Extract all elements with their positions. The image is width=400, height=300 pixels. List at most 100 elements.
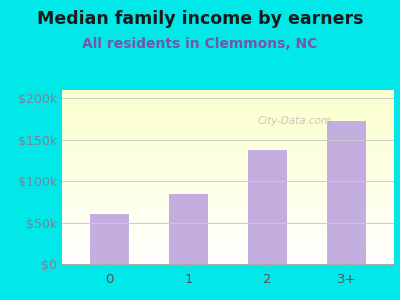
Bar bbox=[62, 173, 394, 174]
Bar bbox=[62, 180, 394, 181]
Bar bbox=[62, 237, 394, 238]
Bar bbox=[62, 244, 394, 245]
Bar bbox=[62, 235, 394, 236]
Bar bbox=[62, 113, 394, 114]
Bar bbox=[62, 97, 394, 98]
Bar bbox=[62, 215, 394, 216]
Bar bbox=[62, 148, 394, 149]
Bar bbox=[62, 149, 394, 150]
Bar bbox=[62, 123, 394, 124]
Bar bbox=[62, 211, 394, 212]
Bar bbox=[62, 169, 394, 170]
Bar bbox=[62, 174, 394, 175]
Bar bbox=[62, 182, 394, 183]
Bar bbox=[62, 254, 394, 255]
Bar bbox=[62, 110, 394, 111]
Bar bbox=[62, 94, 394, 95]
Bar bbox=[62, 223, 394, 224]
Bar bbox=[62, 186, 394, 187]
Bar bbox=[62, 143, 394, 144]
Bar bbox=[62, 209, 394, 210]
Bar bbox=[62, 165, 394, 166]
Bar bbox=[62, 99, 394, 100]
Bar bbox=[62, 243, 394, 244]
Bar bbox=[62, 225, 394, 226]
Text: City-Data.com: City-Data.com bbox=[257, 116, 332, 126]
Bar bbox=[62, 122, 394, 123]
Bar bbox=[62, 102, 394, 103]
Bar bbox=[62, 132, 394, 133]
Bar bbox=[62, 232, 394, 233]
Bar bbox=[62, 156, 394, 157]
Bar bbox=[62, 206, 394, 207]
Bar bbox=[62, 247, 394, 248]
Bar bbox=[62, 224, 394, 225]
Bar bbox=[62, 210, 394, 211]
Bar bbox=[62, 218, 394, 219]
Bar bbox=[62, 151, 394, 152]
Bar bbox=[248, 150, 287, 264]
Bar bbox=[62, 96, 394, 97]
Bar bbox=[62, 190, 394, 191]
Bar bbox=[62, 152, 394, 153]
Bar bbox=[62, 183, 394, 184]
Bar bbox=[62, 236, 394, 237]
Bar bbox=[62, 104, 394, 105]
Bar bbox=[62, 106, 394, 107]
Bar bbox=[62, 219, 394, 220]
Bar bbox=[62, 192, 394, 193]
Bar bbox=[62, 205, 394, 206]
Bar bbox=[62, 227, 394, 228]
Bar bbox=[62, 188, 394, 189]
Bar bbox=[62, 119, 394, 120]
Bar bbox=[62, 261, 394, 262]
Bar bbox=[62, 100, 394, 101]
Bar bbox=[62, 115, 394, 116]
Text: All residents in Clemmons, NC: All residents in Clemmons, NC bbox=[82, 37, 318, 50]
Bar bbox=[62, 200, 394, 201]
Bar bbox=[62, 208, 394, 209]
Bar bbox=[62, 153, 394, 154]
Bar bbox=[62, 253, 394, 254]
Bar bbox=[62, 114, 394, 115]
Bar bbox=[62, 154, 394, 155]
Bar bbox=[62, 137, 394, 138]
Bar bbox=[62, 93, 394, 94]
Bar bbox=[62, 164, 394, 165]
Bar bbox=[62, 216, 394, 217]
Bar bbox=[62, 133, 394, 134]
Bar bbox=[62, 176, 394, 177]
Bar bbox=[62, 246, 394, 247]
Bar bbox=[62, 220, 394, 221]
Bar bbox=[62, 167, 394, 168]
Bar bbox=[62, 234, 394, 235]
Bar bbox=[62, 160, 394, 161]
Bar bbox=[62, 194, 394, 195]
Bar bbox=[62, 251, 394, 252]
Bar bbox=[62, 241, 394, 242]
Bar bbox=[62, 262, 394, 263]
Bar bbox=[62, 145, 394, 146]
Bar bbox=[62, 248, 394, 249]
Bar bbox=[62, 193, 394, 194]
Bar bbox=[62, 228, 394, 229]
Bar bbox=[62, 214, 394, 215]
Bar bbox=[62, 163, 394, 164]
Bar bbox=[62, 199, 394, 200]
Bar bbox=[62, 126, 394, 127]
Bar bbox=[62, 230, 394, 231]
Bar bbox=[62, 100, 394, 101]
Bar bbox=[62, 150, 394, 151]
Bar bbox=[62, 131, 394, 132]
Bar bbox=[62, 160, 394, 161]
Bar bbox=[327, 122, 366, 264]
Bar bbox=[90, 214, 129, 264]
Bar bbox=[62, 175, 394, 176]
Bar bbox=[62, 91, 394, 92]
Bar bbox=[62, 146, 394, 147]
Bar bbox=[62, 107, 394, 108]
Bar bbox=[62, 98, 394, 99]
Bar bbox=[62, 229, 394, 230]
Bar bbox=[62, 252, 394, 253]
Bar bbox=[62, 195, 394, 196]
